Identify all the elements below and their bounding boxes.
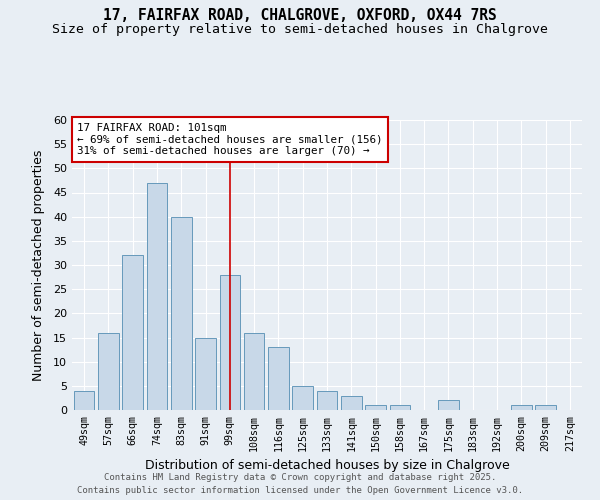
Text: 17, FAIRFAX ROAD, CHALGROVE, OXFORD, OX44 7RS: 17, FAIRFAX ROAD, CHALGROVE, OXFORD, OX4… — [103, 8, 497, 22]
Bar — [341, 396, 362, 410]
Bar — [317, 390, 337, 410]
Bar — [438, 400, 459, 410]
Bar — [220, 274, 240, 410]
Bar — [511, 405, 532, 410]
Bar — [122, 256, 143, 410]
Text: Size of property relative to semi-detached houses in Chalgrove: Size of property relative to semi-detach… — [52, 22, 548, 36]
Bar — [244, 332, 265, 410]
Bar — [535, 405, 556, 410]
Text: Contains HM Land Registry data © Crown copyright and database right 2025.
Contai: Contains HM Land Registry data © Crown c… — [77, 473, 523, 495]
Text: 17 FAIRFAX ROAD: 101sqm
← 69% of semi-detached houses are smaller (156)
31% of s: 17 FAIRFAX ROAD: 101sqm ← 69% of semi-de… — [77, 123, 383, 156]
Bar — [98, 332, 119, 410]
Bar — [74, 390, 94, 410]
Bar — [171, 216, 191, 410]
Bar — [389, 405, 410, 410]
Bar — [195, 338, 216, 410]
Bar — [146, 183, 167, 410]
Bar — [292, 386, 313, 410]
Y-axis label: Number of semi-detached properties: Number of semi-detached properties — [32, 150, 44, 380]
Bar — [268, 347, 289, 410]
X-axis label: Distribution of semi-detached houses by size in Chalgrove: Distribution of semi-detached houses by … — [145, 459, 509, 472]
Bar — [365, 405, 386, 410]
